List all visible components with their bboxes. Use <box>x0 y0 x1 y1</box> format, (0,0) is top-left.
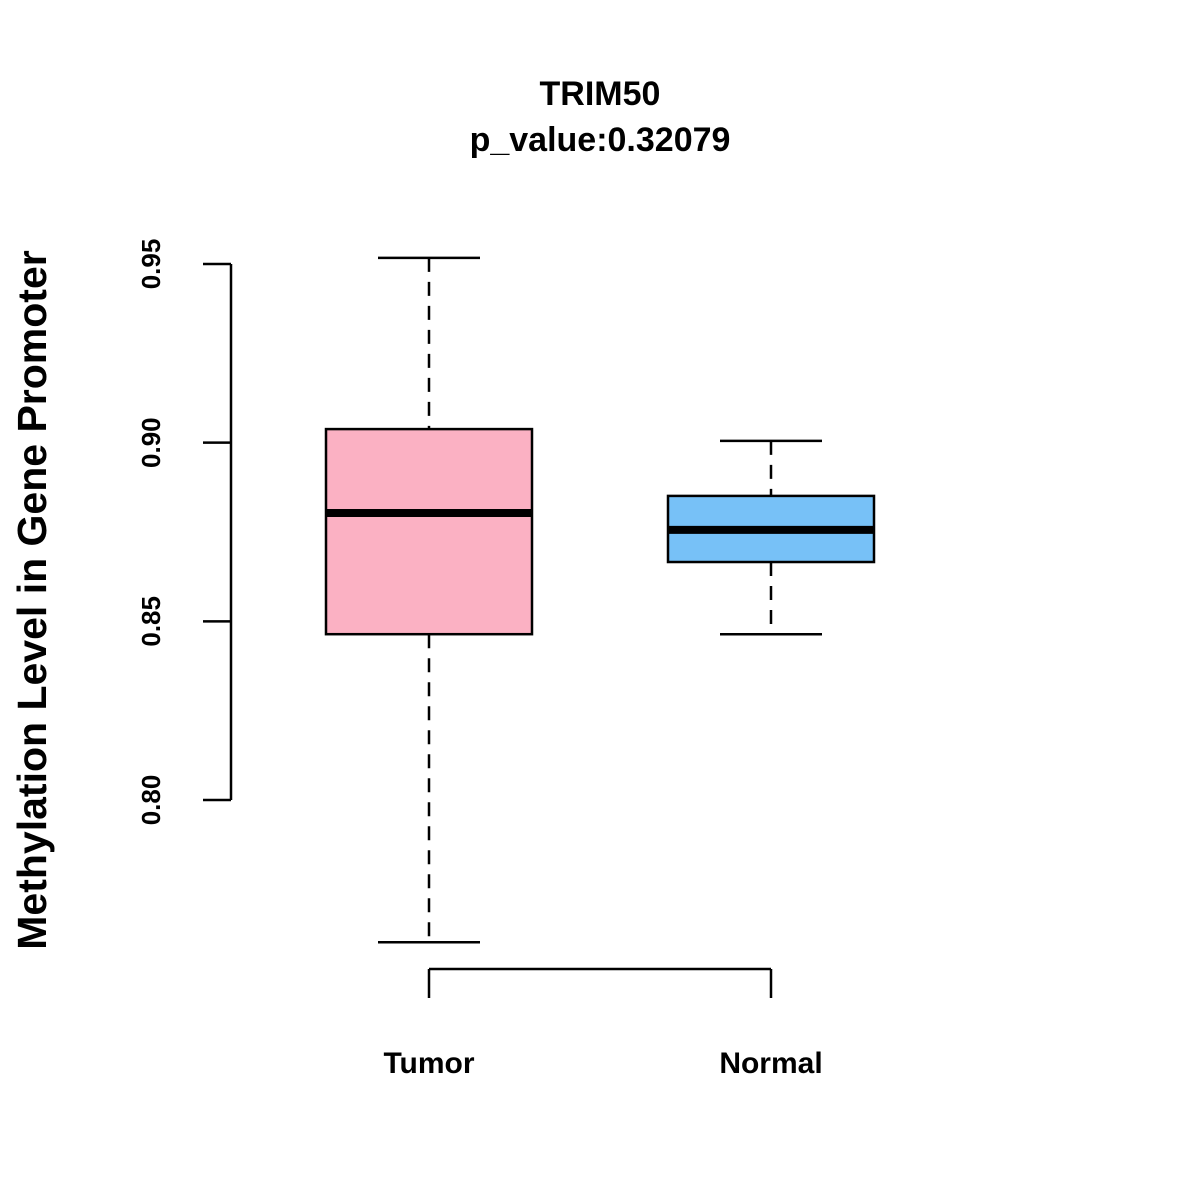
y-axis: 0.80 0.85 0.90 0.95 <box>136 239 233 826</box>
y-axis-label: Methylation Level in Gene Promoter <box>9 250 55 949</box>
box-tumor <box>324 256 534 944</box>
chart-subtitle: p_value:0.32079 <box>470 121 731 159</box>
box-normal <box>666 439 876 636</box>
y-tick-label: 0.90 <box>136 417 166 468</box>
y-tick-label: 0.80 <box>136 775 166 826</box>
chart-title: TRIM50 <box>540 75 661 113</box>
y-tick-label: 0.85 <box>136 596 166 647</box>
boxes <box>324 256 876 944</box>
x-tick-label: Tumor <box>383 1047 474 1080</box>
x-axis: Tumor Normal <box>383 967 823 1080</box>
y-tick-label: 0.95 <box>136 239 166 290</box>
x-tick-label: Normal <box>719 1047 822 1080</box>
iqr-box <box>324 427 534 636</box>
